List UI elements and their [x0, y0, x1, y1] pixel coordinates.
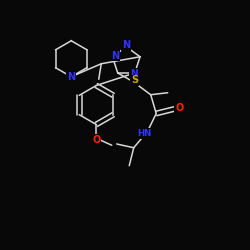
Text: N: N [122, 40, 130, 50]
Text: N: N [67, 72, 75, 82]
Text: N: N [130, 69, 137, 78]
Text: N: N [111, 50, 119, 60]
Text: HN: HN [137, 129, 152, 138]
Text: O: O [175, 103, 183, 113]
Text: O: O [92, 135, 100, 145]
Text: S: S [131, 76, 138, 86]
